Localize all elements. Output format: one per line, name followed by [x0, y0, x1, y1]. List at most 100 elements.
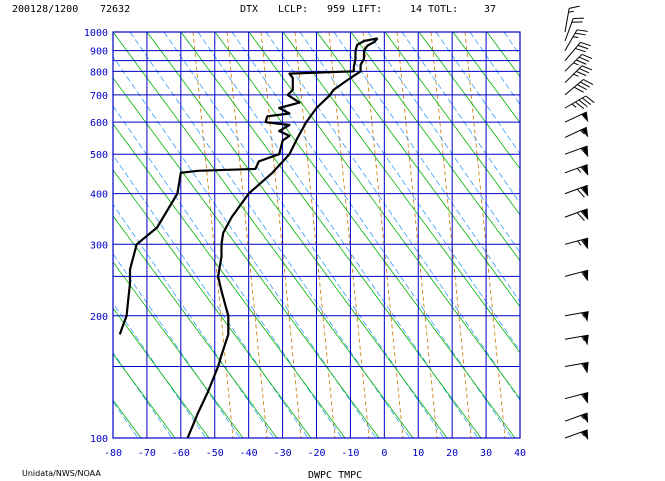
dry-adiabat-line	[555, 32, 665, 438]
wind-barb-pennant	[581, 412, 589, 424]
wind-barb-flag	[575, 101, 585, 110]
dry-adiabat-line	[521, 32, 665, 438]
wind-barb-flag	[582, 97, 592, 106]
y-tick-label: 500	[90, 150, 108, 161]
wind-barb-flag	[576, 59, 587, 65]
wind-barb-staff	[564, 429, 588, 439]
x-tick-label: 0	[381, 448, 387, 459]
wind-barb-halfflag	[573, 62, 579, 66]
wind-barb-halfflag	[576, 168, 582, 173]
x-tick-label: -30	[274, 448, 292, 459]
wind-barb-pennant	[582, 270, 589, 281]
dry-adiabat-line	[384, 32, 520, 216]
wind-barb-staff	[564, 18, 574, 42]
wind-barb-flag	[580, 210, 589, 220]
wind-barb	[564, 95, 595, 110]
wind-barb-staff	[564, 184, 588, 195]
y-tick-label: 100	[90, 434, 108, 445]
header-station-id: 72632	[100, 4, 130, 15]
wind-barb-flag	[578, 99, 588, 108]
wind-barb	[564, 361, 589, 373]
y-tick-label: 400	[90, 190, 108, 201]
wind-barb-pennant	[581, 127, 589, 138]
moist-adiabat-line	[435, 32, 520, 155]
x-tick-label: -20	[307, 448, 325, 459]
wind-barb-staff	[564, 208, 588, 218]
header-totl-value: 37	[484, 4, 496, 15]
wind-barb-flag	[580, 166, 589, 176]
wind-barb	[564, 29, 588, 51]
wind-barb-staff	[564, 269, 589, 277]
y-tick-label: 800	[90, 67, 108, 78]
mixing-ratio-line	[464, 32, 506, 438]
wind-barb-flag	[576, 29, 588, 32]
dry-adiabat-line	[113, 353, 176, 438]
dry-adiabat-line	[248, 32, 520, 400]
wind-barb-flag	[578, 68, 590, 74]
temperature-axis: -80 -70 -60 -50 -40 -30 -20 -10 0 10 20 30 40	[104, 448, 526, 459]
wind-barb-halfflag	[571, 103, 577, 108]
header-lclp-value: 959	[327, 4, 345, 15]
dry-adiabat-line	[113, 215, 278, 438]
series-line-dwpc	[118, 37, 378, 335]
x-tick-label: -50	[206, 448, 224, 459]
wind-barb-halfflag	[580, 415, 585, 420]
wind-barb-pennant	[582, 238, 589, 249]
moist-adiabat-line	[113, 203, 275, 438]
wind-barb-flag	[580, 81, 591, 88]
wind-barb	[564, 269, 589, 281]
wind-barb-pennant	[582, 392, 589, 403]
wind-barb-halfflag	[572, 36, 579, 39]
wind-barbs	[564, 5, 595, 441]
dry-adiabat-line	[113, 77, 380, 438]
dry-adiabat-line	[113, 169, 312, 438]
wind-barb	[564, 237, 589, 249]
wind-barb-pennant	[581, 185, 589, 196]
wind-barb	[564, 392, 589, 404]
x-tick-label: 30	[480, 448, 492, 459]
x-tick-label: -80	[104, 448, 122, 459]
dry-adiabat-line	[113, 32, 414, 438]
moist-adiabat-line	[538, 32, 665, 438]
header-lift-value: 14	[410, 4, 422, 15]
moist-adiabat-line	[0, 32, 2, 438]
wind-barb-pennant	[581, 111, 589, 123]
dry-adiabat-line	[316, 32, 520, 308]
wind-barb-halfflag	[581, 336, 586, 342]
dry-adiabat-line	[623, 32, 665, 438]
header-lift-label: LIFT:	[352, 4, 382, 15]
moist-adiabat-line	[113, 351, 173, 438]
wind-barb-pennant	[581, 208, 589, 220]
wind-barb-staff	[564, 8, 570, 33]
dry-adiabat-line	[452, 32, 520, 124]
moist-adiabat-line	[0, 32, 36, 438]
pressure-axis: 100 200 300 400 500 600 700 800 900 1000	[84, 28, 108, 445]
mixing-ratio-lines	[192, 32, 506, 438]
wind-barb	[564, 41, 591, 62]
wind-barb-staff	[564, 412, 588, 422]
wind-barb	[564, 5, 580, 33]
wind-barb-halfflag	[580, 129, 585, 135]
wind-barb-pennant	[581, 429, 589, 441]
wind-barb-halfflag	[568, 10, 574, 13]
dry-adiabat-line	[589, 32, 665, 438]
x-axis-label: DWPC TMPC	[308, 470, 362, 481]
mixing-ratio-line	[362, 32, 404, 438]
wind-barb	[564, 184, 589, 198]
dry-adiabat-line	[350, 32, 520, 262]
moist-adiabat-line	[640, 32, 665, 438]
wind-barb-staff	[564, 334, 589, 340]
wind-barb-halfflag	[580, 431, 585, 437]
wind-barb-flag	[581, 363, 588, 373]
x-tick-label: -70	[138, 448, 156, 459]
series-line-tmpc	[186, 37, 379, 438]
wind-barb-staff	[564, 392, 589, 400]
mixing-ratio-line	[226, 32, 268, 438]
dry-adiabat-line	[0, 32, 73, 438]
wind-barb-flag	[580, 187, 589, 197]
plot-frame	[112, 31, 521, 439]
dry-adiabat-line	[486, 32, 520, 78]
wind-barb-flag	[581, 239, 589, 249]
wind-barb-halfflag	[581, 312, 586, 318]
wind-barb-flag	[569, 5, 580, 9]
